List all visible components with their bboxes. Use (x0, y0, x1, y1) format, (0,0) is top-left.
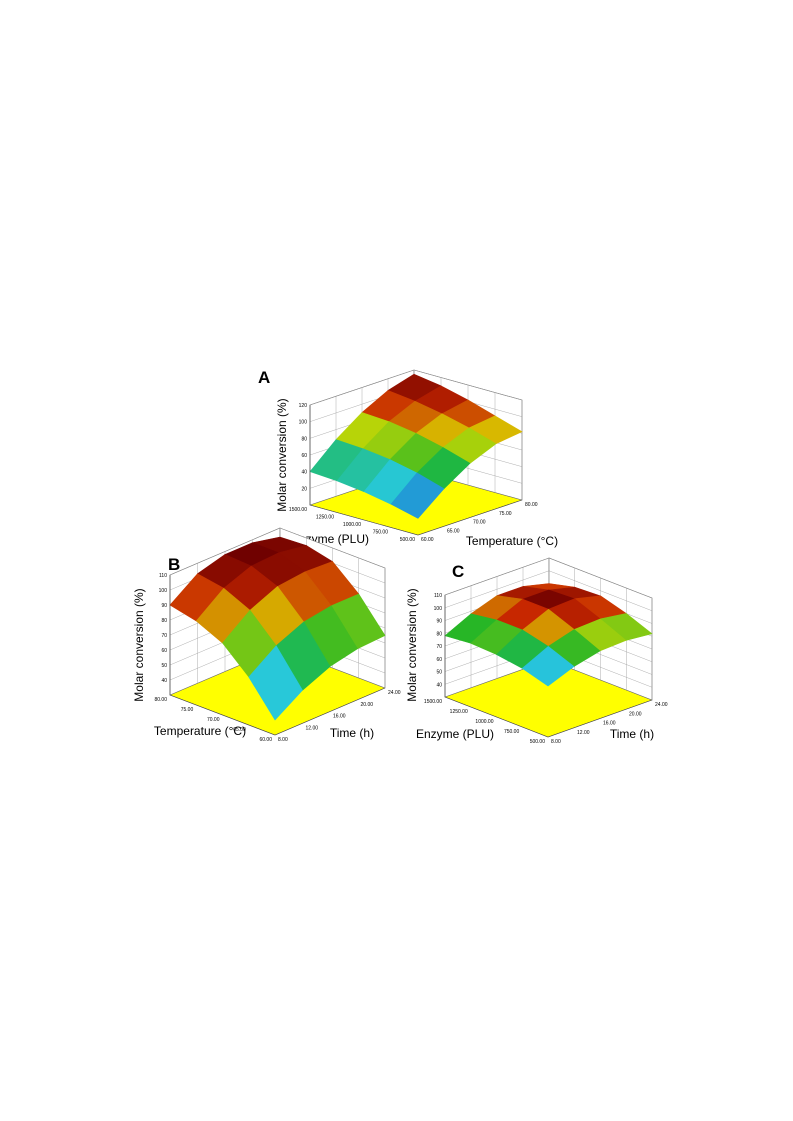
z-axis-label: Molar conversion (%) (132, 588, 146, 701)
y-tick-label: 20.00 (361, 702, 374, 708)
x-tick-label: 70.00 (207, 717, 220, 723)
y-axis-label: Temperature (°C) (466, 534, 558, 548)
panel-label: B (168, 555, 180, 574)
z-tick-label: 110 (434, 593, 442, 599)
x-tick-label: 500.00 (530, 739, 546, 745)
axis-line (444, 595, 653, 738)
y-tick-label: 24.00 (655, 702, 668, 708)
z-tick-label: 70 (161, 633, 167, 639)
panel-label: C (452, 562, 464, 581)
y-tick-label: 12.00 (306, 725, 319, 731)
y-tick-label: 24.00 (388, 690, 401, 696)
z-tick-label: 60 (436, 657, 442, 663)
z-tick-label: 60 (301, 453, 307, 459)
x-tick-label: 750.00 (504, 729, 520, 735)
x-axis-label: Enzyme (PLU) (416, 727, 494, 741)
y-axis-label: Time (h) (610, 727, 654, 741)
z-tick-label: 80 (436, 631, 442, 637)
y-tick-label: 80.00 (525, 502, 538, 508)
x-tick-label: 1500.00 (424, 699, 442, 705)
z-tick-label: 110 (159, 573, 167, 579)
x-tick-label: 1500.00 (289, 507, 307, 513)
y-tick-label: 60.00 (421, 537, 434, 543)
x-tick-label: 500.00 (400, 537, 416, 543)
y-tick-label: 75.00 (499, 511, 512, 517)
z-tick-label: 80 (161, 618, 167, 624)
x-tick-label: 750.00 (373, 530, 389, 536)
y-tick-label: 8.00 (551, 739, 561, 745)
z-tick-label: 100 (159, 588, 168, 594)
surface-patch (521, 645, 575, 687)
z-axis-label: Molar conversion (%) (275, 398, 289, 511)
y-tick-label: 8.00 (278, 737, 288, 743)
x-tick-label: 75.00 (181, 707, 194, 713)
x-tick-label: 1000.00 (343, 522, 361, 528)
axis-line (169, 575, 386, 736)
z-tick-label: 80 (301, 436, 307, 442)
y-tick-label: 70.00 (473, 520, 486, 526)
z-tick-label: 90 (161, 603, 167, 609)
y-tick-label: 20.00 (629, 711, 642, 717)
z-tick-label: 20 (301, 486, 307, 492)
y-tick-label: 16.00 (333, 714, 346, 720)
z-tick-label: 50 (436, 670, 442, 676)
y-tick-label: 16.00 (603, 721, 616, 727)
z-tick-label: 100 (434, 606, 443, 612)
z-tick-label: 60 (161, 648, 167, 654)
y-tick-label: 12.00 (577, 730, 590, 736)
z-tick-label: 70 (436, 644, 442, 650)
z-tick-label: 120 (299, 403, 308, 409)
x-tick-label: 1250.00 (316, 515, 334, 521)
axis-line (309, 405, 523, 536)
surface-patch (248, 645, 303, 721)
z-tick-label: 50 (161, 663, 167, 669)
x-tick-label: 65.00 (233, 727, 246, 733)
x-tick-label: 1250.00 (450, 709, 468, 715)
x-tick-label: 1000.00 (475, 719, 493, 725)
y-tick-label: 65.00 (447, 528, 460, 534)
z-axis-label: Molar conversion (%) (405, 588, 419, 701)
x-tick-label: 80.00 (154, 697, 167, 703)
panel-label: A (258, 368, 270, 387)
x-tick-label: 60.00 (259, 737, 272, 743)
z-tick-label: 90 (436, 619, 442, 625)
z-tick-label: 40 (161, 678, 167, 684)
surface-patch (390, 472, 445, 519)
x-axis-label: Temperature (°C) (154, 724, 246, 738)
z-tick-label: 40 (301, 470, 307, 476)
z-tick-label: 40 (436, 682, 442, 688)
y-axis-label: Time (h) (330, 726, 374, 740)
z-tick-label: 100 (299, 420, 308, 426)
